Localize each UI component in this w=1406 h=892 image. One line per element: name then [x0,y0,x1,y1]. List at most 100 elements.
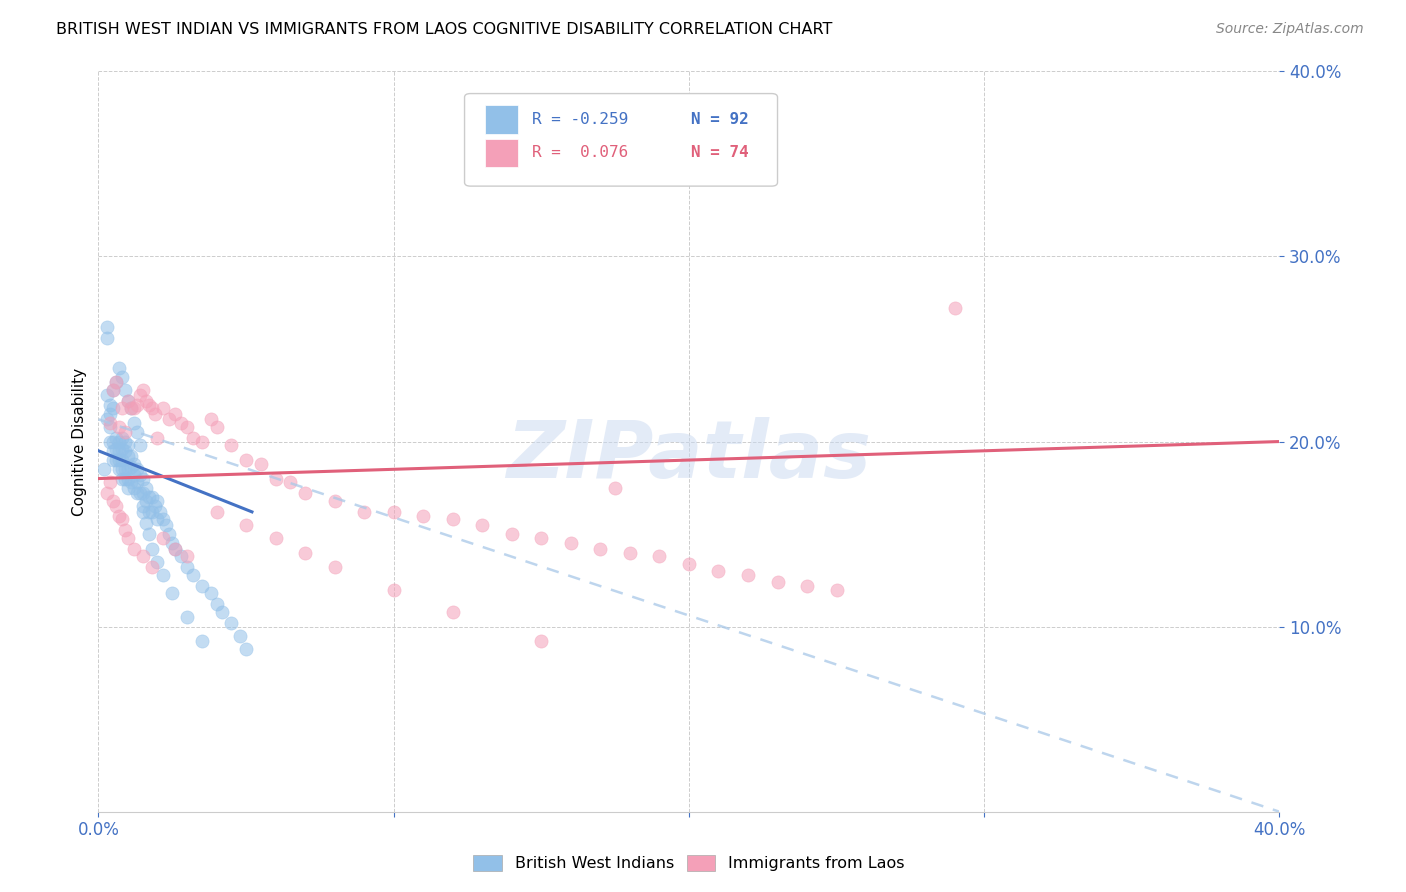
Point [117,462,139,476]
Point [117,438,139,452]
Point [103,434,125,449]
Point [114,462,136,476]
Point [135,393,157,408]
Point [141,401,163,416]
Point [111,369,134,384]
Point [132,383,155,397]
Point [141,560,163,574]
Point [111,442,134,456]
FancyBboxPatch shape [464,94,778,186]
Point [117,471,139,485]
Point [114,524,136,538]
Point [105,376,128,390]
Point [135,493,157,508]
Point [96,319,118,334]
Point [141,490,163,504]
Point [170,549,193,564]
Point [229,629,252,643]
Point [589,541,612,556]
Point [120,450,142,464]
Point [143,500,166,514]
Point [205,419,228,434]
Point [294,545,316,560]
Point [278,475,302,490]
Point [108,453,131,467]
Point [157,412,180,426]
Point [135,516,157,530]
Text: BRITISH WEST INDIAN VS IMMIGRANTS FROM LAOS COGNITIVE DISABILITY CORRELATION CHA: BRITISH WEST INDIAN VS IMMIGRANTS FROM L… [56,22,832,37]
Point [235,453,257,467]
Point [162,586,183,600]
Point [114,425,136,440]
Text: N = 74: N = 74 [692,145,749,161]
Point [176,560,198,574]
Point [943,301,966,316]
Point [157,527,180,541]
Point [132,549,155,564]
Point [122,401,145,416]
Point [181,567,204,582]
Point [152,567,174,582]
Point [132,486,155,500]
Point [132,471,155,485]
Point [111,431,134,445]
Point [128,438,150,452]
Point [219,438,242,452]
Point [105,453,128,467]
Point [152,531,174,545]
Point [128,467,150,482]
Point [176,610,198,624]
Point [120,460,142,475]
Point [103,383,125,397]
Point [200,412,222,426]
Point [412,508,434,523]
Point [294,486,316,500]
Point [141,505,163,519]
Point [128,388,150,402]
Legend: British West Indians, Immigrants from Laos: British West Indians, Immigrants from La… [467,848,911,878]
Point [382,582,405,597]
Point [135,481,157,495]
Point [678,557,700,571]
Point [111,462,134,476]
Point [125,486,148,500]
Point [98,416,121,430]
Point [122,467,145,482]
Point [98,419,121,434]
Point [108,443,131,458]
Point [530,634,553,648]
Point [103,493,125,508]
Point [149,505,172,519]
Bar [485,139,517,167]
Point [98,397,121,411]
Point [108,434,131,449]
Point [205,505,228,519]
Point [138,490,160,504]
Point [141,541,163,556]
Point [122,541,145,556]
Point [96,388,118,402]
Point [93,462,115,476]
Point [825,582,848,597]
Point [105,431,128,445]
Point [170,416,193,430]
Point [501,527,523,541]
Point [111,401,134,416]
Point [125,462,148,476]
Point [737,567,759,582]
Point [619,545,641,560]
Point [117,393,139,408]
Point [146,512,169,526]
Point [125,475,148,490]
Point [441,512,464,526]
Point [530,531,553,545]
Point [98,407,121,421]
Point [143,407,166,421]
Point [146,555,169,569]
Text: R =  0.076: R = 0.076 [531,145,628,161]
Point [323,560,346,574]
Point [471,517,494,532]
Point [264,471,287,485]
Point [648,549,671,564]
Point [114,443,136,458]
